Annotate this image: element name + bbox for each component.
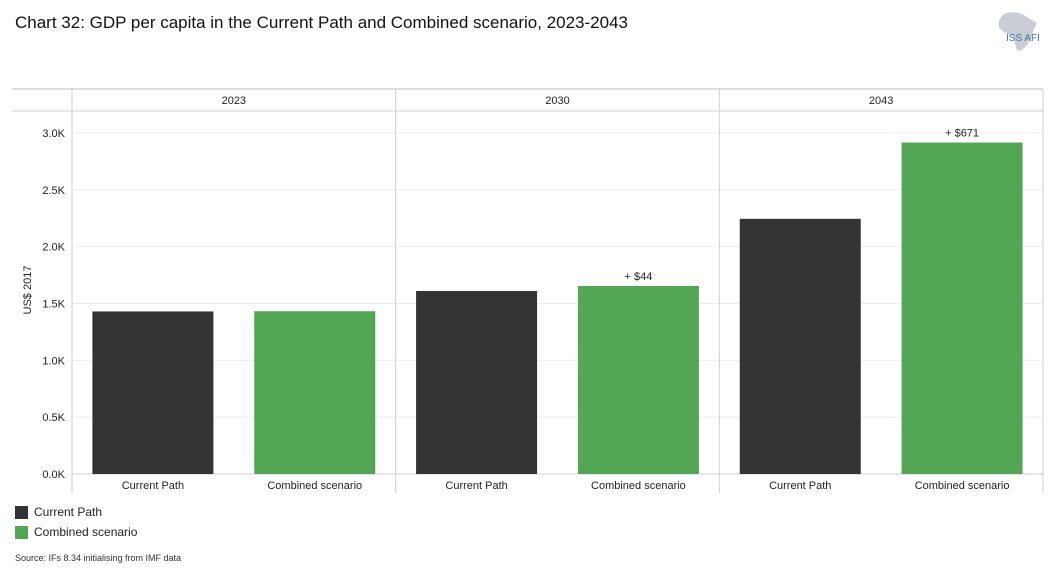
x-tick-label: Combined scenario bbox=[591, 480, 686, 492]
bar-2043-current-path bbox=[739, 218, 861, 474]
panel-header-2030: 2030 bbox=[545, 95, 569, 107]
legend-swatch-current-path bbox=[15, 505, 28, 519]
y-tick-label: 3.0K bbox=[42, 128, 65, 140]
y-tick-label: 2.0K bbox=[42, 242, 65, 254]
panel-header-2023: 2023 bbox=[222, 95, 246, 107]
legend: Current Path Combined scenario bbox=[15, 502, 137, 542]
y-tick-label: 2.5K bbox=[42, 185, 65, 197]
y-tick-label: 0.0K bbox=[42, 469, 65, 481]
bar-2023-combined-scenario bbox=[254, 311, 376, 474]
x-tick-label: Current Path bbox=[769, 480, 831, 492]
bar-2030-current-path bbox=[416, 290, 538, 474]
legend-label-combined-scenario: Combined scenario bbox=[34, 525, 138, 539]
y-axis-label: US$ 2017 bbox=[22, 266, 34, 315]
difference-annotation: + $671 bbox=[945, 128, 979, 140]
x-tick-label: Combined scenario bbox=[267, 480, 362, 492]
y-tick-label: 0.5K bbox=[42, 412, 65, 424]
legend-swatch-combined-scenario bbox=[15, 525, 28, 539]
x-tick-label: Current Path bbox=[122, 480, 184, 492]
y-tick-label: 1.0K bbox=[42, 355, 65, 367]
legend-label-current-path: Current Path bbox=[34, 505, 103, 519]
logo-text: ISS AFI bbox=[1006, 33, 1040, 44]
bar-chart: 0.0K 0.5K 1.0K 1.5K 2.0K 2.5K 3.0K US$ 2017 2023… bbox=[12, 88, 1044, 493]
x-tick-label: Current Path bbox=[445, 480, 507, 492]
source-note: Source: IFs 8.34 initialising from IMF d… bbox=[15, 553, 182, 563]
difference-annotation: + $44 bbox=[624, 271, 652, 283]
legend-item-combined-scenario: Combined scenario bbox=[15, 522, 137, 542]
x-tick-label: Combined scenario bbox=[915, 480, 1010, 492]
legend-item-current-path: Current Path bbox=[15, 502, 137, 522]
y-tick-label: 1.5K bbox=[42, 299, 65, 311]
africa-map-logo-icon bbox=[998, 12, 1037, 51]
panel-header-2043: 2043 bbox=[869, 95, 893, 107]
bar-2023-current-path bbox=[92, 311, 214, 474]
bar-2030-combined-scenario bbox=[577, 285, 699, 474]
chart-title: Chart 32: GDP per capita in the Current … bbox=[15, 13, 628, 32]
bar-2043-combined-scenario bbox=[901, 142, 1023, 474]
